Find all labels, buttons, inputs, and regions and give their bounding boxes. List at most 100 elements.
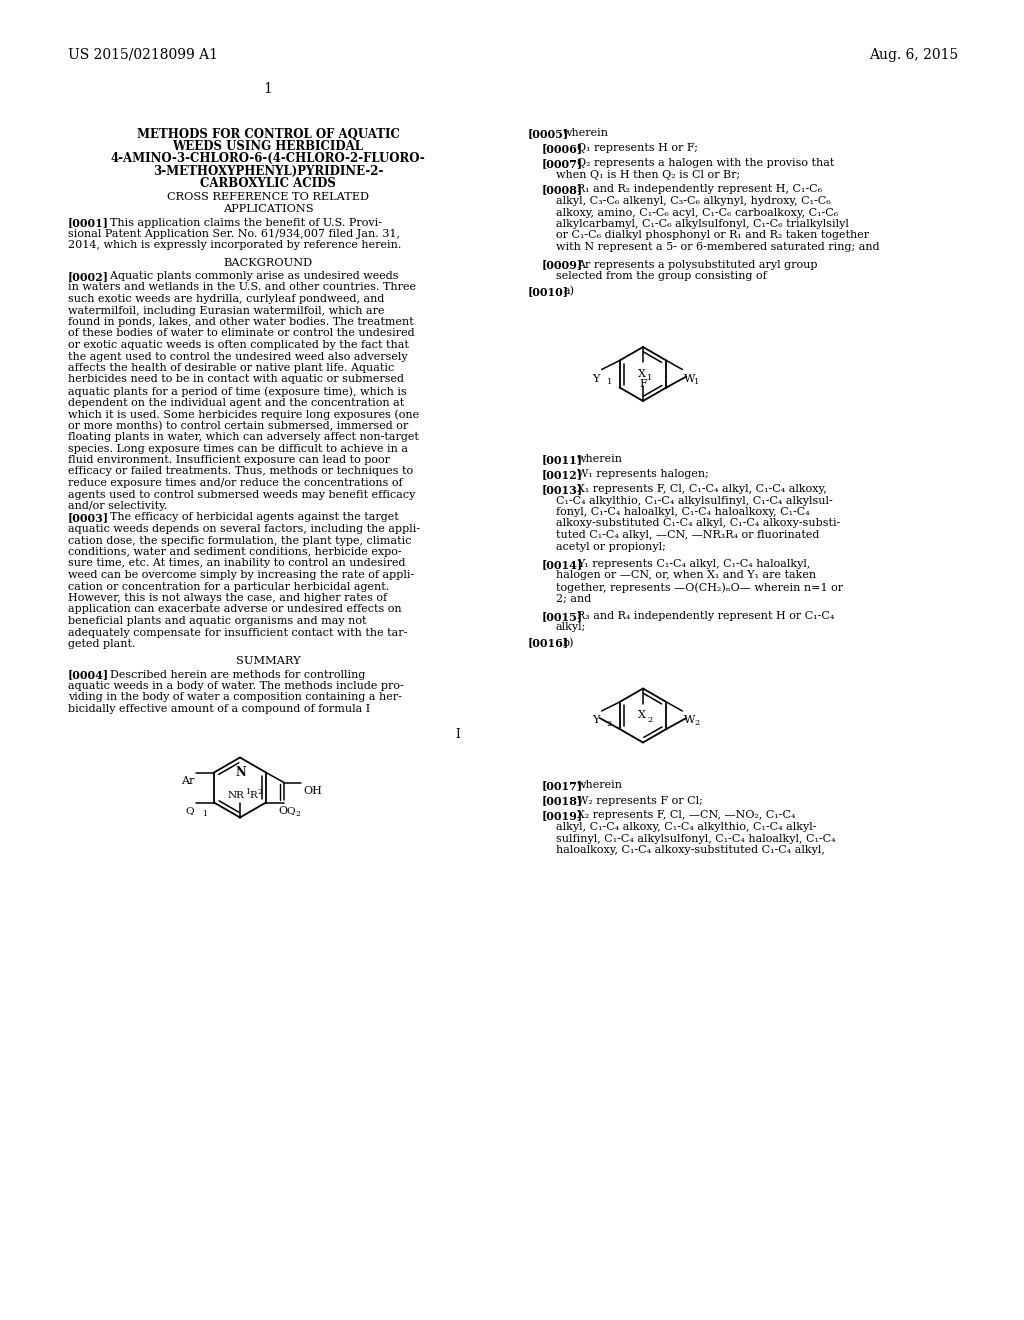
Text: reduce exposure times and/or reduce the concentrations of: reduce exposure times and/or reduce the … [68,478,402,488]
Text: This application claims the benefit of U.S. Provi-: This application claims the benefit of U… [96,218,382,227]
Text: alkyl, C₃-C₆ alkenyl, C₃-C₆ alkynyl, hydroxy, C₁-C₆: alkyl, C₃-C₆ alkenyl, C₃-C₆ alkynyl, hyd… [556,195,830,206]
Text: sulfinyl, C₁-C₄ alkylsulfonyl, C₁-C₄ haloalkyl, C₁-C₄: sulfinyl, C₁-C₄ alkylsulfonyl, C₁-C₄ hal… [556,833,836,843]
Text: beneficial plants and aquatic organisms and may not: beneficial plants and aquatic organisms … [68,616,367,626]
Text: sure time, etc. At times, an inability to control an undesired: sure time, etc. At times, an inability t… [68,558,406,569]
Text: 2: 2 [647,715,652,723]
Text: The efficacy of herbicidal agents against the target: The efficacy of herbicidal agents agains… [96,512,398,523]
Text: BACKGROUND: BACKGROUND [223,257,312,268]
Text: N: N [236,766,247,779]
Text: such exotic weeds are hydrilla, curlyleaf pondweed, and: such exotic weeds are hydrilla, curlylea… [68,294,384,304]
Text: NR: NR [228,791,245,800]
Text: Y: Y [592,715,600,725]
Text: in waters and wetlands in the U.S. and other countries. Three: in waters and wetlands in the U.S. and o… [68,282,416,293]
Text: selected from the group consisting of: selected from the group consisting of [556,271,767,281]
Text: a): a) [563,286,574,296]
Text: geted plant.: geted plant. [68,639,135,649]
Text: Q: Q [185,807,194,816]
Text: US 2015/0218099 A1: US 2015/0218099 A1 [68,48,218,62]
Text: Aug. 6, 2015: Aug. 6, 2015 [868,48,958,62]
Text: bicidally effective amount of a compound of formula I: bicidally effective amount of a compound… [68,704,371,714]
Text: alkoxy-substituted C₁-C₄ alkyl, C₁-C₄ alkoxy-substi-: alkoxy-substituted C₁-C₄ alkyl, C₁-C₄ al… [556,519,841,528]
Text: wherein: wherein [563,128,609,139]
Text: [0014]: [0014] [542,558,583,570]
Text: Described herein are methods for controlling: Described herein are methods for control… [96,669,366,680]
Text: [0004]: [0004] [68,669,110,681]
Text: WEEDS USING HERBICIDAL: WEEDS USING HERBICIDAL [172,140,364,153]
Text: 1: 1 [606,379,612,387]
Text: Ar: Ar [180,776,194,787]
Text: [0009]: [0009] [542,260,583,271]
Text: viding in the body of water a composition containing a her-: viding in the body of water a compositio… [68,693,401,702]
Text: [0005]: [0005] [528,128,569,139]
Text: aquatic weeds depends on several factors, including the appli-: aquatic weeds depends on several factors… [68,524,420,535]
Text: [0018]: [0018] [542,796,583,807]
Text: [0007]: [0007] [542,158,583,169]
Text: with N represent a 5- or 6-membered saturated ring; and: with N represent a 5- or 6-membered satu… [556,242,880,252]
Text: [0008]: [0008] [542,185,583,195]
Text: weed can be overcome simply by increasing the rate of appli-: weed can be overcome simply by increasin… [68,570,415,579]
Text: wherein: wherein [577,780,623,791]
Text: Aquatic plants commonly arise as undesired weeds: Aquatic plants commonly arise as undesir… [96,271,398,281]
Text: application can exacerbate adverse or undesired effects on: application can exacerbate adverse or un… [68,605,401,615]
Text: b): b) [563,638,574,648]
Text: SUMMARY: SUMMARY [236,656,300,667]
Text: F: F [639,379,647,389]
Text: 2: 2 [694,719,699,727]
Text: [0002]: [0002] [68,271,109,282]
Text: 2: 2 [257,788,262,796]
Text: or C₁-C₆ dialkyl phosphonyl or R₁ and R₂ taken together: or C₁-C₆ dialkyl phosphonyl or R₁ and R₂… [556,231,869,240]
Text: wherein: wherein [577,454,623,465]
Text: aquatic plants for a period of time (exposure time), which is: aquatic plants for a period of time (exp… [68,385,407,396]
Text: Y: Y [592,374,600,384]
Text: [0006]: [0006] [542,143,583,154]
Text: 4-AMINO-3-CHLORO-6-(4-CHLORO-2-FLUORO-: 4-AMINO-3-CHLORO-6-(4-CHLORO-2-FLUORO- [111,152,425,165]
Text: efficacy or failed treatments. Thus, methods or techniques to: efficacy or failed treatments. Thus, met… [68,466,413,477]
Text: CROSS REFERENCE TO RELATED: CROSS REFERENCE TO RELATED [167,191,369,202]
Text: agents used to control submersed weeds may benefit efficacy: agents used to control submersed weeds m… [68,490,416,499]
Text: W: W [684,715,695,725]
Text: and/or selectivity.: and/or selectivity. [68,502,167,511]
Text: R₁ and R₂ independently represent H, C₁-C₆: R₁ and R₂ independently represent H, C₁-… [577,185,822,194]
Text: tuted C₁-C₄ alkyl, —CN, —NR₃R₄ or fluorinated: tuted C₁-C₄ alkyl, —CN, —NR₃R₄ or fluori… [556,531,819,540]
Text: conditions, water and sediment conditions, herbicide expo-: conditions, water and sediment condition… [68,546,401,557]
Text: [0010]: [0010] [528,286,569,297]
Text: of these bodies of water to eliminate or control the undesired: of these bodies of water to eliminate or… [68,329,415,338]
Text: [0017]: [0017] [542,780,583,792]
Text: W: W [684,374,695,384]
Text: dependent on the individual agent and the concentration at: dependent on the individual agent and th… [68,397,404,408]
Text: R: R [249,791,257,800]
Text: affects the health of desirable or native plant life. Aquatic: affects the health of desirable or nativ… [68,363,394,374]
Text: acetyl or propionyl;: acetyl or propionyl; [556,541,666,552]
Text: Q₂ represents a halogen with the proviso that: Q₂ represents a halogen with the proviso… [577,158,835,168]
Text: METHODS FOR CONTROL OF AQUATIC: METHODS FOR CONTROL OF AQUATIC [136,128,399,141]
Text: floating plants in water, which can adversely affect non-target: floating plants in water, which can adve… [68,432,419,442]
Text: [0013]: [0013] [542,484,583,495]
Text: [0003]: [0003] [68,512,110,524]
Text: [0019]: [0019] [542,810,583,821]
Text: or more months) to control certain submersed, immersed or: or more months) to control certain subme… [68,421,409,430]
Text: However, this is not always the case, and higher rates of: However, this is not always the case, an… [68,593,387,603]
Text: X: X [638,710,646,721]
Text: fonyl, C₁-C₄ haloalkyl, C₁-C₄ haloalkoxy, C₁-C₄: fonyl, C₁-C₄ haloalkyl, C₁-C₄ haloalkoxy… [556,507,810,517]
Text: [0015]: [0015] [542,611,583,622]
Text: Ar represents a polysubstituted aryl group: Ar represents a polysubstituted aryl gro… [577,260,817,269]
Text: 2; and: 2; and [556,594,591,603]
Text: W₁ represents halogen;: W₁ represents halogen; [577,469,709,479]
Text: together, represents —O(CH₂)ₙO— wherein n=1 or: together, represents —O(CH₂)ₙO— wherein … [556,582,843,593]
Text: X: X [638,370,646,379]
Text: 1: 1 [263,82,272,96]
Text: when Q₁ is H then Q₂ is Cl or Br;: when Q₁ is H then Q₂ is Cl or Br; [556,169,740,180]
Text: cation or concentration for a particular herbicidal agent.: cation or concentration for a particular… [68,582,389,591]
Text: 2014, which is expressly incorporated by reference herein.: 2014, which is expressly incorporated by… [68,240,401,251]
Text: [0016]: [0016] [528,638,569,648]
Text: [0012]: [0012] [542,469,583,480]
Text: 1: 1 [245,788,250,796]
Text: herbicides need to be in contact with aquatic or submersed: herbicides need to be in contact with aq… [68,375,404,384]
Text: Q: Q [286,807,295,816]
Text: C₁-C₄ alkylthio, C₁-C₄ alkylsulfinyl, C₁-C₄ alkylsul-: C₁-C₄ alkylthio, C₁-C₄ alkylsulfinyl, C₁… [556,495,833,506]
Text: halogen or —CN, or, when X₁ and Y₁ are taken: halogen or —CN, or, when X₁ and Y₁ are t… [556,570,816,581]
Text: fluid environment. Insufficient exposure can lead to poor: fluid environment. Insufficient exposure… [68,455,390,465]
Text: CARBOXYLIC ACIDS: CARBOXYLIC ACIDS [200,177,336,190]
Text: which it is used. Some herbicides require long exposures (one: which it is used. Some herbicides requir… [68,409,419,420]
Text: I: I [456,727,460,741]
